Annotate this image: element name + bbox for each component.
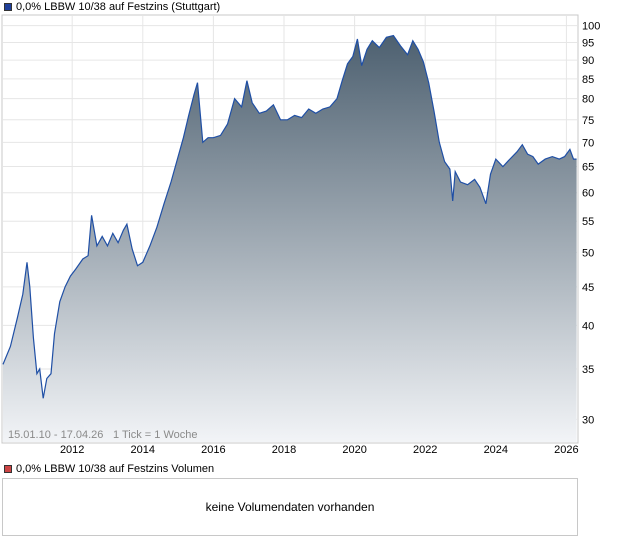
volume-empty-message: keine Volumendaten vorhanden [205,500,375,514]
volume-legend: 0,0% LBBW 10/38 auf Festzins Volumen [4,462,214,476]
y-tick-label: 50 [582,247,594,259]
y-tick-label: 30 [582,414,594,426]
x-tick-label: 2026 [554,444,578,456]
price-line [2,34,577,399]
y-tick-label: 75 [582,115,594,127]
x-tick-label: 2016 [201,444,225,456]
volume-legend-swatch [4,465,12,473]
y-tick-label: 35 [582,364,594,376]
x-tick-label: 2020 [342,444,366,456]
price-chart: 30 35 40 45 50 55 60 65 70 75 80 85 90 95 100 2012 2014… [1,14,600,456]
price-area [3,35,577,442]
y-axis-ticks: 30 35 40 45 50 55 60 65 70 75 80 85 90 95 100 [582,21,600,427]
y-tick-label: 70 [582,137,594,149]
tick-info-label: 1 Tick = 1 Woche [113,429,197,441]
volume-legend-label: 0,0% LBBW 10/38 auf Festzins Volumen [16,463,215,475]
volume-panel: keine Volumendaten vorhanden [2,478,578,536]
y-tick-label: 80 [582,94,594,106]
x-tick-label: 2022 [413,444,437,456]
y-tick-label: 45 [582,282,594,294]
date-range-label: 15.01.10 - 17.04.26 [8,429,103,441]
x-tick-label: 2014 [131,444,155,456]
x-tick-label: 2012 [60,444,84,456]
y-tick-label: 60 [582,188,594,200]
price-legend-swatch [4,3,12,11]
y-tick-label: 40 [582,320,594,332]
y-tick-label: 65 [582,162,594,174]
x-tick-label: 2018 [272,444,296,456]
y-tick-label: 55 [582,216,594,228]
price-legend-label: 0,0% LBBW 10/38 auf Festzins (Stuttgart) [16,1,221,13]
y-tick-label: 100 [582,21,600,33]
y-tick-label: 95 [582,37,594,49]
x-tick-label: 2024 [484,444,508,456]
price-legend: 0,0% LBBW 10/38 auf Festzins (Stuttgart) [4,0,220,14]
x-axis-ticks: 2012 2014 2016 2018 2020 2022 2024 2026 [60,444,579,456]
y-tick-label: 85 [582,74,594,86]
y-tick-label: 90 [582,55,594,67]
